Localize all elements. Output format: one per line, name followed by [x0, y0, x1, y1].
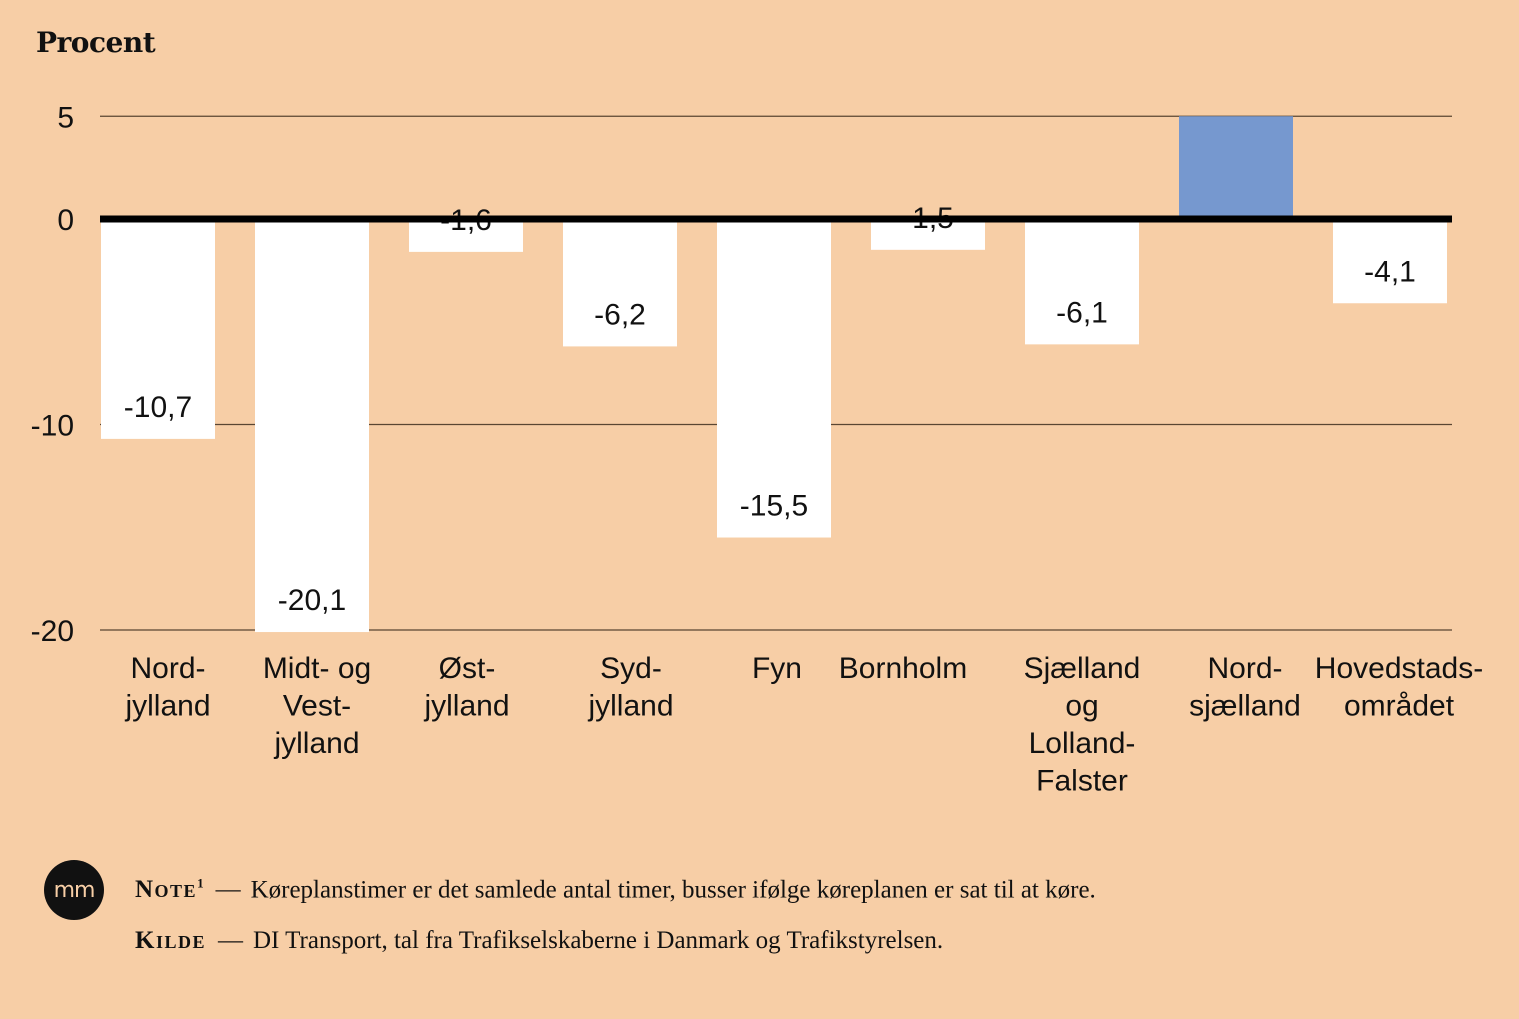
- x-tick-label: Midt- og Vest-jylland: [263, 652, 371, 760]
- bar-chart: 50-10-20-10,7-20,1-1,6-6,2-15,5-1,5-6,1-…: [31, 101, 1484, 798]
- bar: [1025, 219, 1139, 345]
- source-line: Kilde — DI Transport, tal fra Trafikselska…: [135, 927, 944, 954]
- source-text: DI Transport, tal fra Trafikselskaberne …: [252, 927, 944, 954]
- x-tick-label: Fyn: [752, 652, 802, 685]
- x-tick-label: Nord-jylland: [124, 652, 210, 723]
- bar: [717, 219, 831, 538]
- bar: [1179, 116, 1293, 219]
- x-tick-label: Bornholm: [839, 652, 967, 685]
- data-label: -10,7: [124, 391, 192, 424]
- y-axis-unit-label: Procent: [36, 26, 156, 59]
- x-tick-label: Øst-jylland: [423, 652, 509, 723]
- y-tick-label: -20: [31, 615, 74, 648]
- data-label: -6,2: [594, 298, 646, 331]
- y-tick-label: 5: [57, 101, 74, 134]
- note-text: Køreplanstimer er det samlede antal time…: [250, 876, 1096, 904]
- x-tick-label: Syd-jylland: [587, 652, 673, 723]
- bar: [1333, 219, 1447, 304]
- data-label: -6,1: [1056, 296, 1108, 329]
- data-label: -4,1: [1364, 255, 1416, 288]
- note-line: Note1— Køreplanstimer er det samlede anta…: [135, 876, 1096, 904]
- x-tick-label: Hovedstads-området: [1315, 652, 1483, 723]
- note-label: Note1: [135, 876, 204, 904]
- bar: [563, 219, 677, 347]
- bar: [255, 219, 369, 633]
- x-tick-label: Nord-sjælland: [1189, 652, 1301, 723]
- y-tick-label: -10: [31, 410, 74, 443]
- bar: [101, 219, 215, 439]
- data-label: -20,1: [278, 584, 346, 617]
- x-tick-label: Sjælland og Lolland-Falster: [1024, 652, 1141, 798]
- data-label: -15,5: [740, 490, 808, 523]
- logo: mm: [44, 860, 104, 920]
- y-tick-label: 0: [57, 204, 74, 237]
- source-label: Kilde: [135, 927, 206, 954]
- bar: [409, 219, 523, 252]
- bar: [871, 219, 985, 250]
